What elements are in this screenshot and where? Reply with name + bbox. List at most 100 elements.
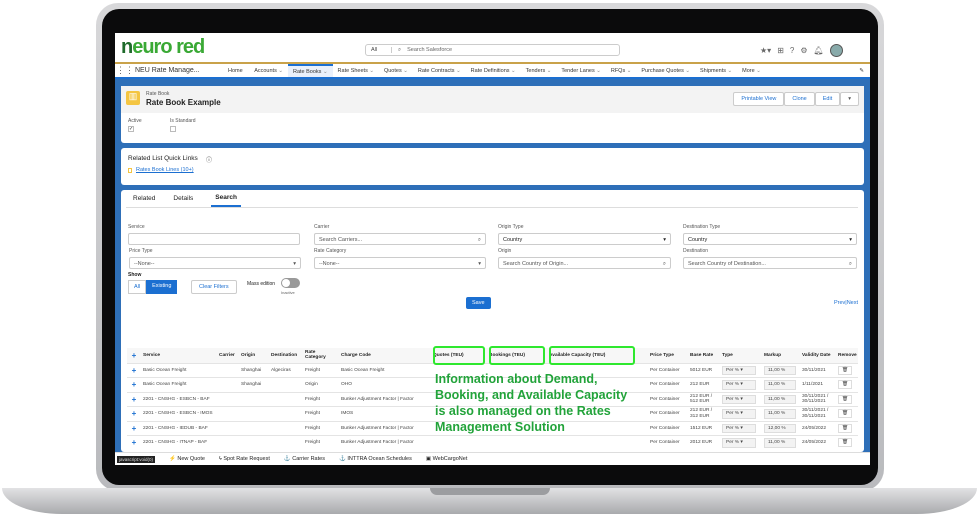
edit-nav-icon[interactable]: ✎	[859, 67, 864, 74]
table-cell	[547, 420, 648, 436]
search-icon: ⌕	[398, 46, 402, 53]
nav-item-purchase-quotes[interactable]: Purchase Quotes ⌄	[636, 64, 695, 77]
nav-item-rate-books[interactable]: Rate Books ⌄	[287, 64, 333, 77]
trash-icon[interactable]: 🗑︎	[838, 438, 853, 448]
nav-item-quotes[interactable]: Quotes ⌄	[379, 64, 413, 77]
quick-links-title: Related List Quick Links	[128, 155, 198, 162]
show-label: Show	[128, 272, 142, 278]
origin-input[interactable]: Search Country of Origin... ⌕	[498, 257, 671, 269]
trash-icon[interactable]: 🗑︎	[838, 365, 853, 375]
pager-links[interactable]: Prev|Next	[833, 300, 858, 306]
gear-icon[interactable]: ⚙	[800, 46, 808, 55]
carrier-input[interactable]: Search Carriers... ⌕	[314, 233, 486, 245]
table-cell: 1/11/2021	[800, 377, 836, 392]
save-button[interactable]: Save	[466, 297, 491, 309]
markup-input[interactable]: 11,00 %	[764, 380, 796, 390]
table-cell	[547, 435, 648, 450]
rate-category-select[interactable]: --None-- ▾	[314, 257, 486, 269]
markup-input[interactable]: 11,00 %	[764, 409, 796, 419]
mass-edition-label: Mass edition	[247, 281, 276, 287]
nav-item-label: More	[742, 67, 755, 74]
avatar[interactable]	[829, 44, 843, 57]
bell-icon[interactable]: 🔔︎	[813, 46, 824, 55]
show-all-button[interactable]: All	[128, 280, 147, 294]
nav-item-accounts[interactable]: Accounts ⌄	[249, 64, 288, 77]
price-type-select[interactable]: --None-- ▾	[129, 257, 301, 269]
add-icon[interactable]: ⊞	[777, 46, 784, 55]
destination-type-select[interactable]: Country ▾	[683, 233, 857, 245]
utility-item[interactable]: ⚡ New Quote	[169, 456, 205, 462]
table-cell	[547, 391, 648, 407]
nav-item-rfqs[interactable]: RFQs ⌄	[606, 64, 637, 77]
table-cell: 2012 EUR	[688, 435, 720, 450]
nav-item-more[interactable]: More ⌄	[737, 64, 766, 77]
table-cell	[431, 377, 487, 392]
tab-details[interactable]: Details	[173, 195, 194, 202]
clone-button[interactable]: Clone	[784, 92, 815, 106]
clear-filters-button[interactable]: Clear Filters	[191, 280, 237, 294]
type-select[interactable]: Per % ▾	[722, 409, 756, 419]
utility-item[interactable]: ▣ WebCargoNet	[426, 456, 467, 462]
markup-input[interactable]: 12,00 %	[764, 423, 796, 433]
tab-search[interactable]: Search	[211, 190, 241, 207]
mass-edition-toggle[interactable]	[281, 278, 300, 288]
carrier-placeholder: Search Carriers...	[319, 237, 363, 243]
type-select[interactable]: Per % ▾	[722, 365, 756, 375]
add-icon[interactable]: +	[127, 406, 141, 421]
search-input[interactable]: Search Salesforce	[407, 47, 453, 53]
nav-item-shipments[interactable]: Shipments ⌄	[695, 64, 737, 77]
nav-item-rate-contracts[interactable]: Rate Contracts ⌄	[413, 64, 466, 77]
add-icon[interactable]: +	[127, 377, 141, 392]
global-search[interactable]: All ⌕ Search Salesforce	[365, 44, 620, 56]
nav-item-rate-definitions[interactable]: Rate Definitions ⌄	[466, 64, 521, 77]
search-scope[interactable]: All	[366, 47, 392, 53]
edit-button[interactable]: Edit	[814, 92, 841, 106]
type-select[interactable]: Per % ▾	[722, 438, 756, 448]
markup-input[interactable]: 11,00 %	[764, 394, 796, 404]
service-input[interactable]	[128, 233, 300, 245]
origin-type-select[interactable]: Country ▾	[498, 233, 671, 245]
utility-icon: ϟ	[218, 456, 222, 462]
add-icon[interactable]: +	[127, 435, 141, 450]
favorites-icon[interactable]: ★▾	[760, 46, 772, 55]
app-name: NEU Rate Manage...	[135, 67, 200, 74]
show-existing-button[interactable]: Existing	[146, 280, 178, 294]
trash-icon[interactable]: 🗑︎	[838, 423, 853, 433]
nav-item-label: Quotes	[383, 67, 402, 74]
nav-item-tenders[interactable]: Tenders ⌄	[521, 64, 557, 77]
table-cell: Basic Ocean Freight	[141, 362, 217, 378]
utility-item[interactable]: ϟ Spot Rate Request	[219, 456, 270, 462]
add-row-icon[interactable]: +	[127, 348, 141, 363]
type-select[interactable]: Per % ▾	[722, 423, 756, 433]
nav-item-home[interactable]: Home	[223, 64, 249, 77]
markup-input[interactable]: 11,00 %	[764, 438, 796, 448]
markup-input[interactable]: 11,00 %	[764, 365, 796, 375]
record-header: ▥ Rate Book Rate Book Example Printable …	[121, 86, 864, 143]
nav-item-tender-lanes[interactable]: Tender Lanes ⌄	[556, 64, 605, 77]
help-icon[interactable]: ?	[789, 46, 795, 55]
printable-view-button[interactable]: Printable View	[733, 92, 785, 106]
type-select[interactable]: Per % ▾	[722, 394, 756, 404]
table-cell	[217, 435, 239, 450]
utility-icon: ▣	[425, 456, 432, 462]
utility-bar: javascript:void(0) ⚡ New Quote ϟ Spot Rat…	[115, 452, 870, 465]
trash-icon[interactable]: 🗑︎	[838, 380, 853, 389]
chevron-down-icon: ⌄	[369, 67, 374, 74]
add-icon[interactable]: +	[127, 391, 141, 407]
type-select[interactable]: Per % ▾	[722, 380, 756, 390]
utility-item[interactable]: ⚓ Carrier Rates	[284, 456, 325, 462]
destination-input[interactable]: Search Country of Destination... ⌕	[683, 257, 857, 269]
more-actions-button[interactable]: ▾	[840, 92, 859, 106]
column-header: Type	[720, 348, 762, 363]
app-launcher-icon[interactable]: ⋮⋮	[116, 65, 134, 75]
nav-item-rate-sheets[interactable]: Rate Sheets ⌄	[333, 64, 379, 77]
add-icon[interactable]: +	[127, 420, 141, 436]
rates-book-lines-link[interactable]: Rates Book Lines (10+)	[136, 167, 194, 173]
table-cell	[217, 420, 239, 436]
chevron-down-icon: ⌄	[546, 67, 552, 74]
trash-icon[interactable]: 🗑︎	[838, 394, 853, 404]
trash-icon[interactable]: 🗑︎	[838, 409, 853, 418]
add-icon[interactable]: +	[127, 362, 141, 378]
utility-item[interactable]: ⚓ INTTRA Ocean Schedules	[339, 456, 412, 462]
tab-related[interactable]: Related	[133, 195, 156, 202]
